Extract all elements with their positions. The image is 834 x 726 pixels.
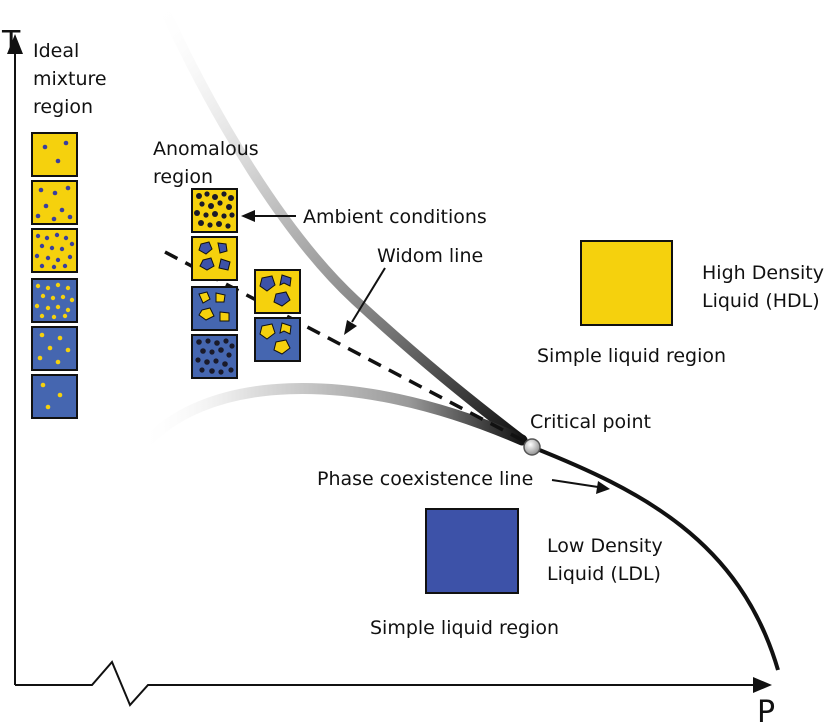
hdl-label-1: High Density	[702, 262, 824, 284]
x-axis-arrow	[753, 677, 772, 693]
anomalous-label-2: region	[153, 166, 213, 188]
hdl-square	[580, 240, 673, 326]
ldl-square	[425, 508, 519, 594]
ideal-mixture-label-2: mixture	[33, 68, 107, 90]
phase-coexistence-line	[531, 445, 780, 671]
phase-coexistence-label: Phase coexistence line	[317, 468, 533, 490]
near-critical-panel-1	[254, 269, 301, 314]
upper-transition-line	[155, 0, 527, 445]
ldl-label-1: Low Density	[547, 535, 663, 557]
simple-liquid-upper-label: Simple liquid region	[537, 345, 726, 367]
ideal-mixture-label-3: region	[33, 96, 93, 118]
lower-transition-line	[134, 383, 528, 456]
hdl-label-2: Liquid (HDL)	[702, 290, 820, 312]
anomalous-label-1: Anomalous	[153, 138, 259, 160]
near-critical-stack	[254, 269, 301, 362]
near-critical-panel-2	[254, 317, 301, 362]
anomalous-panel-2	[191, 236, 238, 281]
ideal-panel-1	[31, 132, 78, 177]
ideal-mixture-stack	[31, 132, 78, 419]
ideal-panel-4	[31, 278, 78, 323]
anomalous-panel-3	[191, 286, 238, 331]
y-axis-arrow	[7, 34, 23, 54]
anomalous-stack	[191, 188, 238, 379]
ideal-mixture-label-1: Ideal	[33, 40, 79, 62]
critical-point-label: Critical point	[530, 411, 651, 433]
ideal-panel-2	[31, 180, 78, 225]
widom-line-label: Widom line	[377, 245, 483, 267]
annotation-arrows	[241, 210, 610, 494]
y-axis-label: T	[1, 25, 21, 60]
ideal-panel-3	[31, 228, 78, 273]
ideal-panel-5	[31, 326, 78, 371]
ideal-panel-6	[31, 374, 78, 419]
ambient-conditions-label: Ambient conditions	[303, 206, 487, 228]
simple-liquid-lower-label: Simple liquid region	[370, 617, 559, 639]
x-axis-label: P	[757, 695, 775, 726]
ldl-label-2: Liquid (LDL)	[547, 563, 661, 585]
x-axis	[15, 660, 755, 707]
anomalous-panel-4	[191, 334, 238, 379]
anomalous-panel-1	[191, 188, 238, 233]
critical-point	[523, 438, 541, 456]
axes: T P	[1, 25, 775, 726]
